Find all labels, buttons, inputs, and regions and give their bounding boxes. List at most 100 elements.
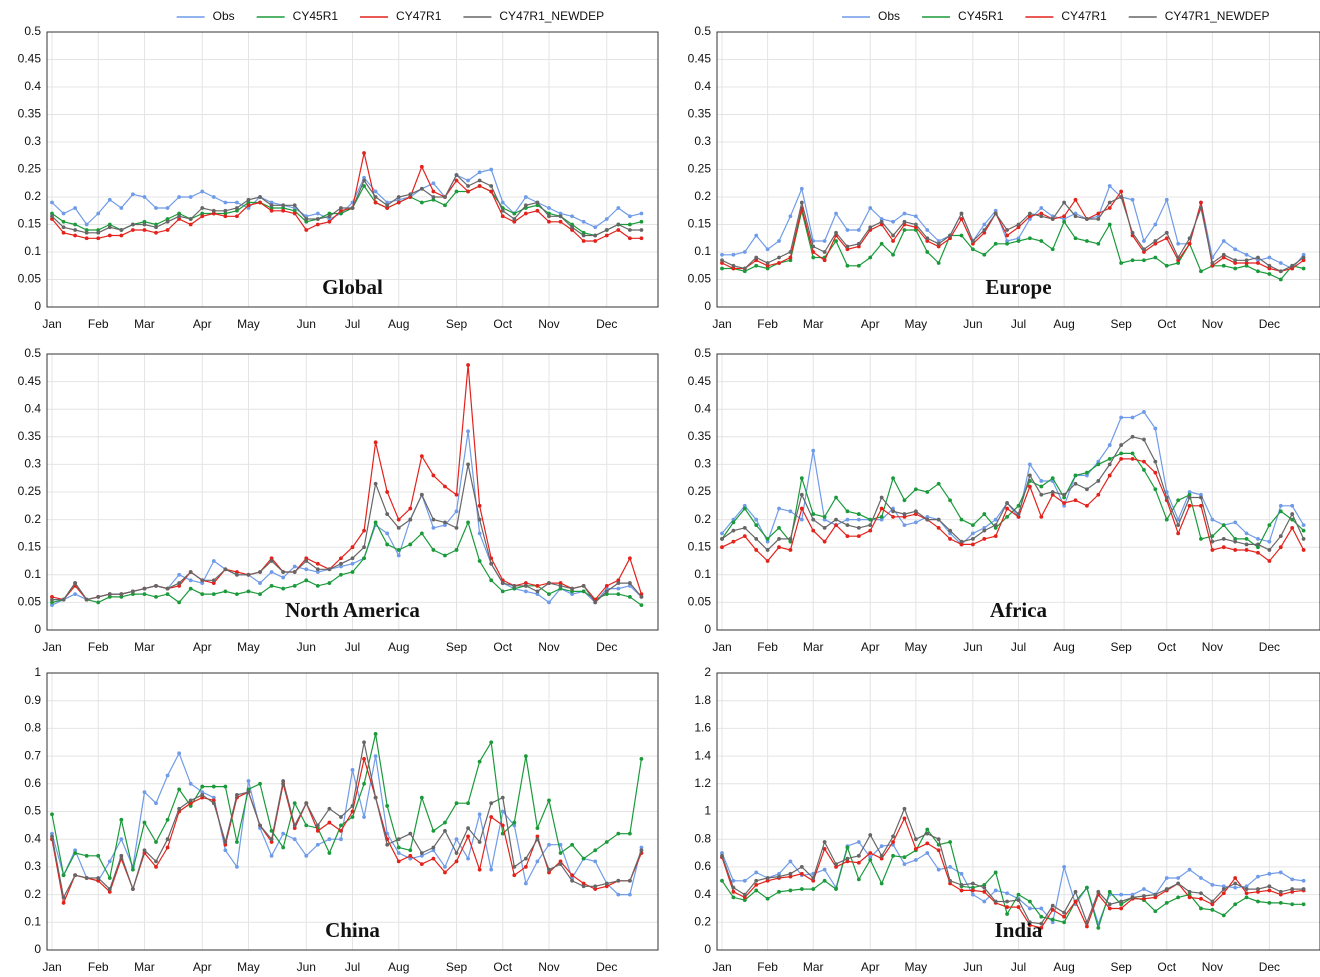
data-point [269,203,274,208]
data-point [523,754,528,758]
data-point [1301,528,1306,533]
data-point [477,178,482,183]
data-point [639,848,644,853]
data-point [902,855,907,860]
data-point [1199,906,1203,911]
data-point [1130,197,1135,202]
data-point [523,589,528,594]
y-tick-label: 0.8 [694,831,711,845]
data-point [982,885,987,890]
data-point [466,429,470,434]
data-point [720,261,724,265]
data-point [454,178,459,183]
data-point [142,222,147,227]
data-point [466,834,470,839]
data-point [304,559,309,563]
data-point [1096,479,1101,483]
data-point [1199,206,1203,210]
data-point [1005,241,1009,246]
plot-frame [46,672,659,951]
y-tick-label: 0.2 [694,189,711,203]
data-point [396,845,401,850]
data-point [396,525,401,530]
x-tick-label: Apr [861,317,880,331]
data-point [188,195,193,199]
data-point [535,589,540,594]
data-point [720,878,724,883]
data-point [891,252,895,257]
data-point [61,901,66,905]
data-point [419,531,424,536]
data-point [477,867,482,872]
data-point [477,517,482,522]
data-point [466,826,470,831]
y-tick-label: 0.4 [24,401,41,415]
y-tick-label: 0.1 [694,567,711,581]
data-point [1153,892,1158,897]
data-point [1028,906,1032,911]
data-point [1187,490,1192,494]
data-point [581,230,586,235]
data-point [1221,252,1226,257]
y-tick-label: 0.4 [694,887,711,901]
data-point [982,899,987,904]
data-point [350,804,355,808]
data-point [811,887,816,891]
data-point [1119,189,1124,194]
data-point [142,820,147,825]
data-point [1244,542,1249,547]
y-tick-label: 1.4 [694,748,711,762]
chart-panel: 0 0.05 0.1 0.15 0.2 0.25 0.3 0.35 0.4 0.45 0.5 Jan F… [18,346,659,654]
data-point [269,837,274,842]
x-tick-label: Dec [1259,317,1280,331]
data-point [856,244,861,249]
data-point [558,851,563,855]
data-point [1267,884,1272,889]
data-point [408,517,413,522]
data-point [925,514,930,519]
chart-panel: 0 0.1 0.2 0.3 0.4 0.5 0.6 0.7 0.8 0.9 1 Jan Feb Mar Ap… [24,665,659,974]
data-point [765,878,770,883]
data-point [1119,899,1124,904]
data-point [1153,470,1158,475]
data-point [1028,211,1032,216]
data-point [107,222,112,227]
data-point [96,600,101,605]
data-point [1142,894,1146,898]
y-tick-label: 0.35 [18,429,42,443]
data-point [788,888,793,893]
data-point [1290,266,1295,271]
x-tick-label: May [237,317,260,331]
data-point [84,876,89,880]
data-point [1153,909,1158,914]
data-point [385,542,390,547]
data-point [1039,906,1044,911]
data-point [304,228,309,232]
data-point [982,883,987,887]
data-point [431,548,436,552]
data-point [754,523,759,528]
data-point [131,192,135,197]
data-point [1267,888,1272,893]
data-point [165,845,170,850]
data-point [811,528,816,533]
data-point [616,581,621,585]
y-tick-label: 0.3 [24,859,41,873]
y-tick-label: 0.1 [24,244,41,258]
data-point [570,842,574,847]
data-point [547,214,551,219]
data-point [1130,258,1135,263]
data-point [822,517,827,522]
data-point [339,828,343,833]
data-point [1176,523,1181,528]
data-point [1016,898,1021,903]
data-point [879,506,884,511]
data-point [466,189,470,194]
data-point [61,230,66,235]
x-tick-label: Oct [493,640,512,654]
data-point [777,537,781,541]
data-point [50,603,54,608]
data-point [970,892,975,897]
data-point [1233,876,1238,880]
data-point [1278,269,1283,274]
